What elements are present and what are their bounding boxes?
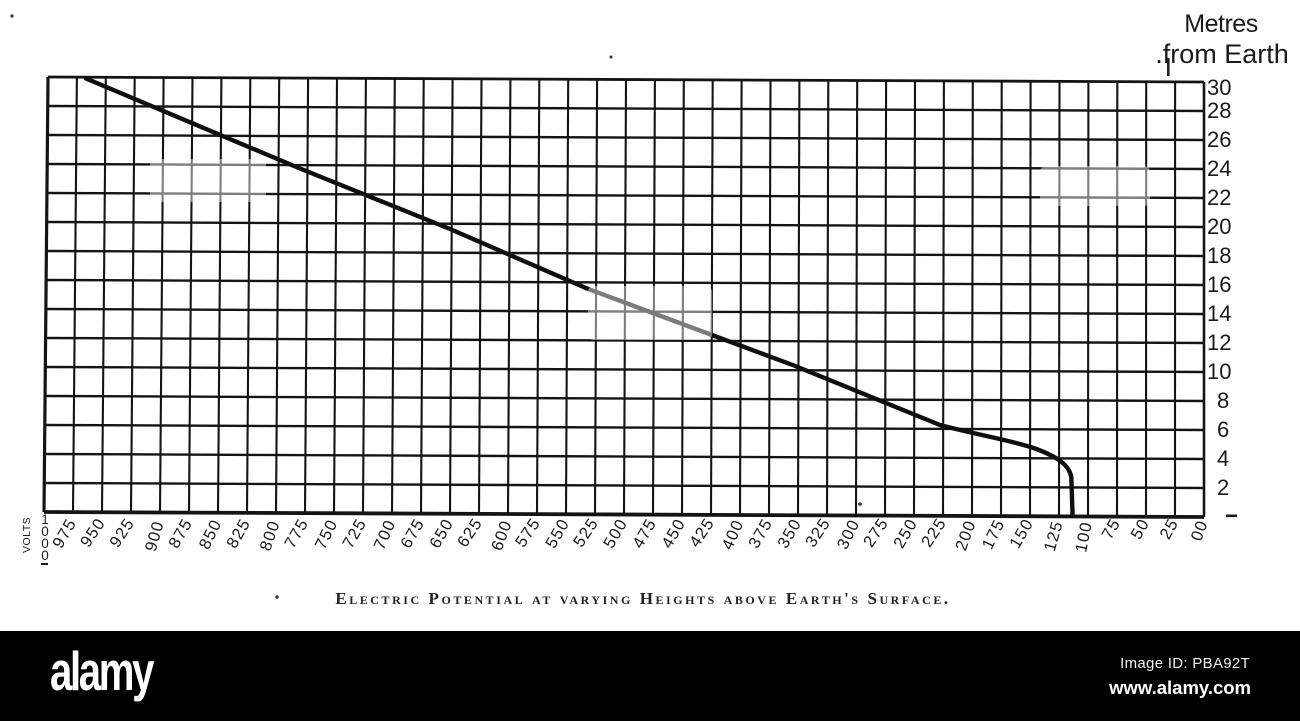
svg-text:2: 2 — [1217, 475, 1229, 500]
svg-text:575: 575 — [512, 515, 544, 551]
svg-text:50: 50 — [1127, 516, 1153, 543]
svg-text:500: 500 — [600, 516, 631, 552]
svg-text:650: 650 — [426, 516, 457, 552]
svg-text:25: 25 — [1156, 516, 1182, 543]
svg-text:12: 12 — [1207, 330, 1231, 355]
svg-text:975: 975 — [49, 516, 80, 552]
svg-text:900: 900 — [142, 519, 168, 554]
svg-text:525: 525 — [570, 515, 602, 551]
svg-text:200: 200 — [952, 518, 980, 553]
svg-text:750: 750 — [312, 516, 342, 552]
svg-text:150: 150 — [1006, 516, 1037, 552]
svg-text:10: 10 — [1207, 359, 1231, 384]
svg-text:24: 24 — [1207, 156, 1231, 181]
svg-text:425: 425 — [686, 515, 718, 551]
svg-text:875: 875 — [165, 516, 196, 552]
svg-text:550: 550 — [542, 516, 573, 552]
svg-text:100: 100 — [1072, 520, 1096, 554]
svg-text:1: 1 — [41, 512, 49, 527]
svg-text:22: 22 — [1207, 185, 1231, 210]
svg-text:4: 4 — [1217, 446, 1229, 471]
svg-text:6: 6 — [1217, 417, 1229, 442]
svg-text:400: 400 — [719, 517, 748, 553]
svg-text:825: 825 — [223, 516, 254, 552]
svg-text:375: 375 — [745, 516, 776, 552]
svg-text:625: 625 — [454, 515, 486, 551]
svg-text:300: 300 — [834, 516, 864, 552]
svg-text:14: 14 — [1207, 301, 1231, 326]
svg-text:475: 475 — [629, 516, 660, 552]
svg-text:16: 16 — [1207, 272, 1231, 297]
svg-text:950: 950 — [77, 515, 109, 551]
svg-text:.from Earth: .from Earth — [1155, 39, 1289, 69]
svg-text:20: 20 — [1207, 214, 1231, 239]
svg-text:725: 725 — [339, 516, 370, 552]
svg-text:0: 0 — [41, 524, 49, 539]
svg-text:75: 75 — [1098, 516, 1124, 543]
svg-text:175: 175 — [979, 516, 1009, 552]
svg-text:450: 450 — [658, 516, 689, 552]
svg-text:0: 0 — [41, 536, 49, 551]
svg-text:225: 225 — [918, 515, 950, 551]
svg-text:675: 675 — [397, 516, 428, 552]
svg-text:250: 250 — [890, 516, 921, 552]
svg-text:925: 925 — [106, 515, 138, 551]
svg-text:325: 325 — [802, 515, 834, 551]
svg-text:8: 8 — [1217, 388, 1229, 413]
svg-text:28: 28 — [1207, 98, 1231, 123]
svg-text:600: 600 — [488, 518, 516, 553]
svg-text:800: 800 — [257, 518, 284, 553]
svg-text:850: 850 — [196, 516, 226, 552]
svg-text:18: 18 — [1207, 243, 1231, 268]
svg-text:125: 125 — [1041, 519, 1067, 554]
svg-text:00: 00 — [1188, 518, 1212, 544]
svg-text:775: 775 — [281, 516, 312, 552]
svg-text:0: 0 — [41, 548, 49, 563]
svg-text:VOLTS: VOLTS — [21, 517, 33, 553]
svg-text:275: 275 — [860, 515, 892, 551]
svg-text:350: 350 — [774, 516, 805, 552]
svg-text:30: 30 — [1207, 75, 1231, 100]
svg-text:Metres: Metres — [1184, 10, 1257, 38]
svg-text:26: 26 — [1207, 127, 1231, 152]
svg-text:700: 700 — [371, 517, 400, 553]
